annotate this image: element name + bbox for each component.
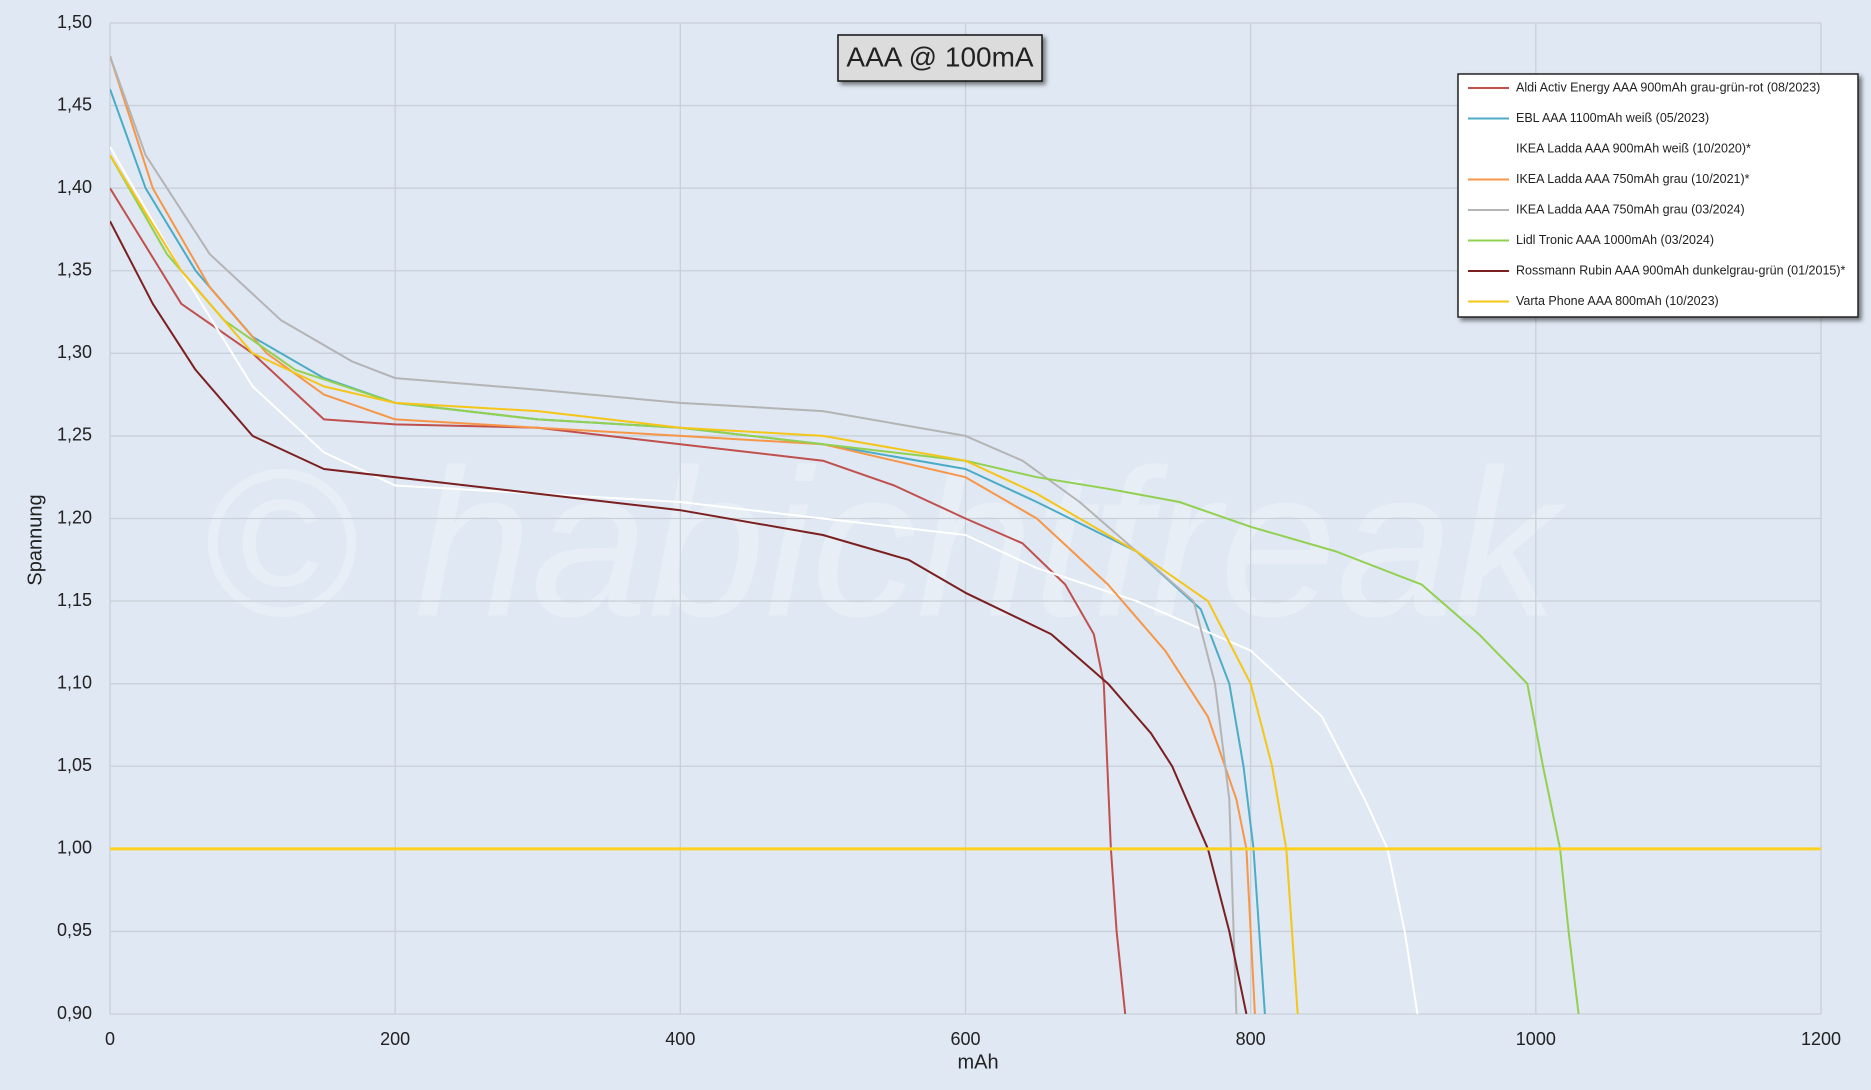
legend-label: EBL AAA 1100mAh weiß (05/2023) (1516, 111, 1709, 125)
legend-label: Aldi Activ Energy AAA 900mAh grau-grün-r… (1516, 80, 1820, 94)
x-axis-label: mAh (957, 1051, 998, 1073)
y-tick-label: 1,25 (57, 425, 92, 445)
legend-label: Rossmann Rubin AAA 900mAh dunkelgrau-grü… (1516, 263, 1846, 277)
x-tick-label: 400 (665, 1029, 695, 1049)
chart-title: AAA @ 100mA (846, 41, 1034, 72)
legend-label: Lidl Tronic AAA 1000mAh (03/2024) (1516, 233, 1714, 247)
y-axis-label: Spannung (24, 494, 46, 585)
series-line (110, 220, 1248, 1014)
y-tick-label: 1,10 (57, 672, 92, 692)
x-tick-label: 1000 (1516, 1029, 1556, 1049)
legend (1457, 73, 1859, 318)
y-tick-label: 1,30 (57, 342, 92, 362)
y-tick-label: 1,40 (57, 177, 92, 197)
y-tick-label: 1,20 (57, 507, 92, 527)
y-tick-label: 1,05 (57, 755, 92, 775)
y-tick-label: 1,15 (57, 590, 92, 610)
y-tick-label: 0,95 (57, 920, 92, 940)
y-tick-label: 1,35 (57, 260, 92, 280)
series-line (110, 154, 1580, 1014)
legend-label: IKEA Ladda AAA 900mAh weiß (10/2020)* (1516, 141, 1751, 155)
watermark: © habichtfreak (201, 425, 1567, 660)
legend-label: Varta Phone AAA 800mAh (10/2023) (1516, 294, 1719, 308)
x-tick-label: 1200 (1801, 1029, 1841, 1049)
x-tick-label: 600 (950, 1029, 980, 1049)
series-line (110, 55, 1238, 1014)
x-tick-label: 0 (105, 1029, 115, 1049)
y-tick-label: 1,50 (57, 12, 92, 32)
y-tick-label: 1,00 (57, 838, 92, 858)
series-line (110, 154, 1299, 1014)
x-tick-label: 200 (380, 1029, 410, 1049)
y-tick-label: 1,45 (57, 94, 92, 114)
x-tick-label: 800 (1236, 1029, 1266, 1049)
y-tick-label: 0,90 (57, 1003, 92, 1023)
series-line (110, 146, 1419, 1014)
legend-label: IKEA Ladda AAA 750mAh grau (10/2021)* (1516, 172, 1750, 186)
legend-label: IKEA Ladda AAA 750mAh grau (03/2024) (1516, 202, 1745, 216)
series-line (110, 187, 1127, 1014)
title-box (837, 34, 1043, 82)
